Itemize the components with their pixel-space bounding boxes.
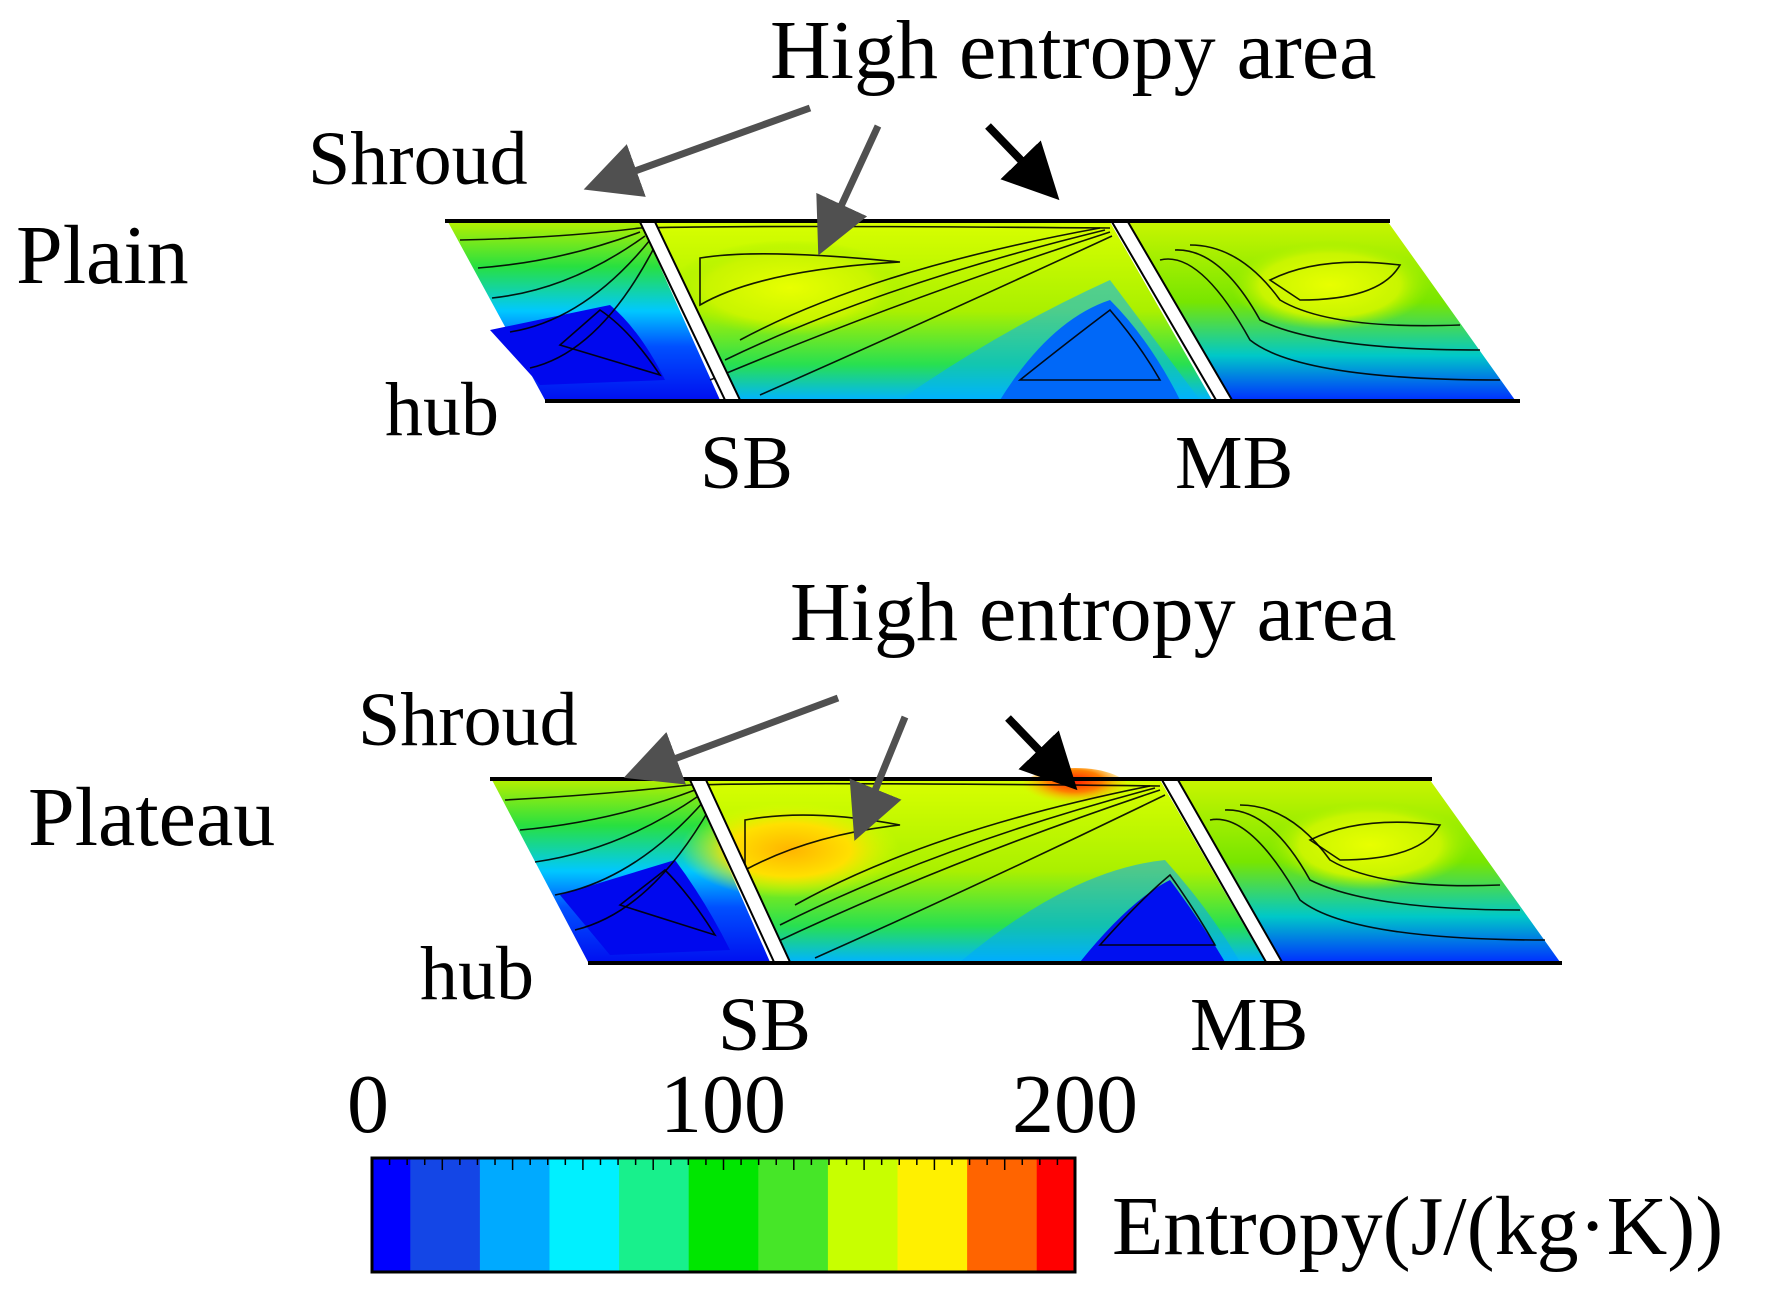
colorbar-tick-max: 200 — [1012, 1058, 1138, 1151]
colorbar-swatch — [619, 1158, 690, 1272]
colorbar-swatches — [372, 1158, 1076, 1272]
colorbar-swatch — [372, 1158, 411, 1272]
colorbar-tick-mid: 100 — [660, 1058, 786, 1151]
arrow-black — [985, 123, 1060, 201]
splitter-blade-label: SB — [700, 421, 793, 505]
colorbar-swatch — [758, 1158, 829, 1272]
colorbar-swatch — [549, 1158, 620, 1272]
hub-label: hub — [420, 932, 534, 1016]
panel-label: Plain — [16, 209, 189, 302]
arrow-black — [1005, 715, 1078, 791]
colorbar: 0 100 200 Entropy(J/(kg·K)) — [347, 1058, 1723, 1274]
splitter-blade-label: SB — [718, 983, 811, 1067]
panel-label: Plateau — [28, 771, 275, 864]
arrow-gray-left — [583, 104, 812, 197]
arrow-gray-mid — [849, 715, 909, 841]
entropy-contour-plain — [445, 219, 1520, 403]
annotation-text: High entropy area — [790, 566, 1396, 659]
colorbar-title: Entropy(J/(kg·K)) — [1112, 1180, 1723, 1273]
annotation-text: High entropy area — [770, 4, 1376, 97]
colorbar-frame — [370, 1156, 1077, 1274]
arrow-gray-mid — [816, 124, 882, 256]
colorbar-swatch — [688, 1158, 759, 1272]
hub-label: hub — [385, 368, 499, 452]
colorbar-swatch — [1036, 1158, 1076, 1272]
colorbar-swatch — [897, 1158, 968, 1272]
colorbar-swatch — [479, 1158, 550, 1272]
shroud-label: Shroud — [308, 117, 528, 201]
main-blade-label: MB — [1175, 421, 1293, 505]
main-blade-label: MB — [1190, 983, 1308, 1067]
panel-plain: Plain High entropy area Shroud hub SB MB — [16, 4, 1520, 505]
colorbar-swatch — [410, 1158, 481, 1272]
arrow-gray-left — [623, 694, 840, 785]
colorbar-tick-min: 0 — [347, 1058, 389, 1151]
shroud-label: Shroud — [358, 678, 578, 762]
panel-plateau: Plateau High entropy area Shroud hub SB … — [28, 566, 1562, 1067]
colorbar-swatch — [827, 1158, 899, 1272]
entropy-contour-plateau — [490, 768, 1562, 965]
colorbar-swatch — [967, 1158, 1038, 1272]
